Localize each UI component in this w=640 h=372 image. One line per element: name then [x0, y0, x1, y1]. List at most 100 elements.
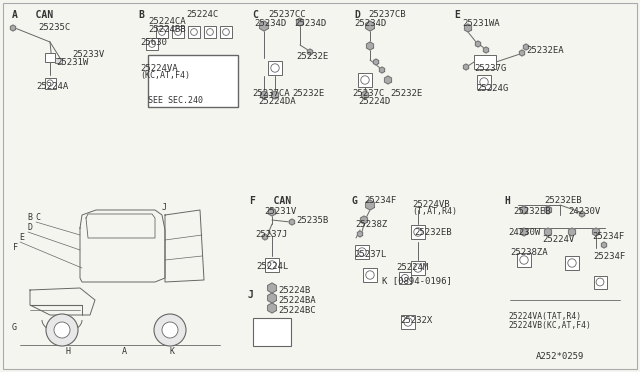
Text: D: D — [28, 224, 33, 232]
Text: J: J — [161, 202, 166, 212]
Bar — [399, 272, 411, 284]
Text: 25224A: 25224A — [36, 82, 68, 91]
Polygon shape — [365, 21, 374, 31]
Text: 25630: 25630 — [140, 38, 167, 47]
Polygon shape — [360, 216, 367, 224]
Text: 25224DA: 25224DA — [258, 97, 296, 106]
Bar — [268, 61, 282, 75]
Circle shape — [54, 322, 70, 338]
Polygon shape — [367, 42, 374, 50]
Text: B: B — [28, 214, 33, 222]
Text: 25237C: 25237C — [352, 89, 384, 98]
Circle shape — [480, 78, 488, 86]
Text: 25235B: 25235B — [296, 216, 328, 225]
Text: G: G — [12, 324, 17, 333]
Polygon shape — [296, 18, 303, 26]
Text: 25237CC: 25237CC — [268, 10, 306, 19]
Circle shape — [159, 29, 165, 35]
Text: 25224C: 25224C — [186, 10, 218, 19]
Text: 24230W: 24230W — [508, 228, 540, 237]
Text: J: J — [248, 290, 254, 300]
Circle shape — [148, 41, 156, 47]
Text: 25224BA: 25224BA — [278, 296, 316, 305]
Bar — [411, 225, 425, 239]
Bar — [55, 58, 62, 63]
Circle shape — [154, 314, 186, 346]
Polygon shape — [602, 242, 607, 248]
Polygon shape — [380, 67, 385, 73]
Bar — [45, 53, 55, 62]
Text: 25238ZA: 25238ZA — [510, 248, 548, 257]
Bar — [188, 26, 200, 38]
Polygon shape — [476, 41, 481, 47]
Polygon shape — [268, 293, 276, 303]
Text: A   CAN: A CAN — [12, 10, 53, 20]
Text: 25224VB: 25224VB — [412, 200, 450, 209]
Text: 25237J: 25237J — [255, 230, 287, 239]
Bar — [358, 73, 372, 87]
Text: E: E — [454, 10, 460, 20]
Polygon shape — [268, 303, 276, 313]
Polygon shape — [520, 206, 527, 214]
Circle shape — [414, 264, 422, 272]
Polygon shape — [524, 44, 529, 50]
Polygon shape — [545, 206, 552, 214]
Polygon shape — [262, 234, 268, 240]
Bar — [265, 258, 279, 272]
Circle shape — [404, 318, 412, 326]
Text: 25237G: 25237G — [474, 64, 506, 73]
Polygon shape — [365, 200, 374, 210]
Text: 25237CA: 25237CA — [252, 89, 290, 98]
Text: 25233V: 25233V — [72, 50, 104, 59]
Bar — [45, 77, 56, 89]
Polygon shape — [271, 91, 278, 99]
Text: 25238Z: 25238Z — [355, 220, 387, 229]
Text: 25232X: 25232X — [400, 316, 432, 325]
Text: A252*0259: A252*0259 — [536, 352, 584, 361]
Polygon shape — [465, 24, 472, 32]
Circle shape — [46, 314, 78, 346]
Text: 25224B: 25224B — [278, 286, 310, 295]
Bar — [593, 276, 607, 289]
Circle shape — [414, 228, 422, 236]
Text: SEE SEC.240: SEE SEC.240 — [148, 96, 203, 105]
Circle shape — [358, 248, 366, 256]
Bar — [517, 253, 531, 267]
Polygon shape — [362, 91, 369, 99]
Polygon shape — [260, 91, 268, 99]
Text: 25224VA(TAT,R4): 25224VA(TAT,R4) — [508, 312, 581, 321]
Polygon shape — [579, 211, 584, 217]
Polygon shape — [10, 25, 15, 31]
Text: D: D — [354, 10, 360, 20]
Circle shape — [361, 76, 369, 84]
Text: 25224G: 25224G — [476, 84, 508, 93]
Bar — [355, 245, 369, 259]
Bar — [363, 268, 377, 282]
Polygon shape — [260, 21, 268, 31]
Text: K: K — [170, 347, 175, 356]
Text: 25231WA: 25231WA — [462, 19, 500, 28]
Circle shape — [268, 261, 276, 269]
Bar — [146, 38, 158, 50]
Text: 25232E: 25232E — [390, 89, 422, 98]
Text: 25232E: 25232E — [292, 89, 324, 98]
Bar — [148, 55, 238, 107]
Polygon shape — [520, 228, 527, 236]
Polygon shape — [307, 49, 312, 55]
Text: 25224V: 25224V — [542, 235, 574, 244]
Text: (T,AT,R4): (T,AT,R4) — [412, 207, 457, 216]
Bar — [156, 26, 168, 38]
Text: C: C — [35, 214, 40, 222]
Circle shape — [366, 271, 374, 279]
Polygon shape — [463, 64, 468, 70]
Text: 25232EA: 25232EA — [526, 46, 564, 55]
Polygon shape — [289, 219, 294, 225]
Text: 25224CA: 25224CA — [148, 17, 186, 26]
Text: 25234F: 25234F — [364, 196, 396, 205]
Text: 25224VA: 25224VA — [140, 64, 178, 73]
Text: E: E — [19, 234, 24, 243]
Bar — [411, 261, 425, 275]
Polygon shape — [268, 283, 276, 293]
Text: 25224L: 25224L — [256, 262, 288, 271]
Circle shape — [207, 29, 213, 35]
